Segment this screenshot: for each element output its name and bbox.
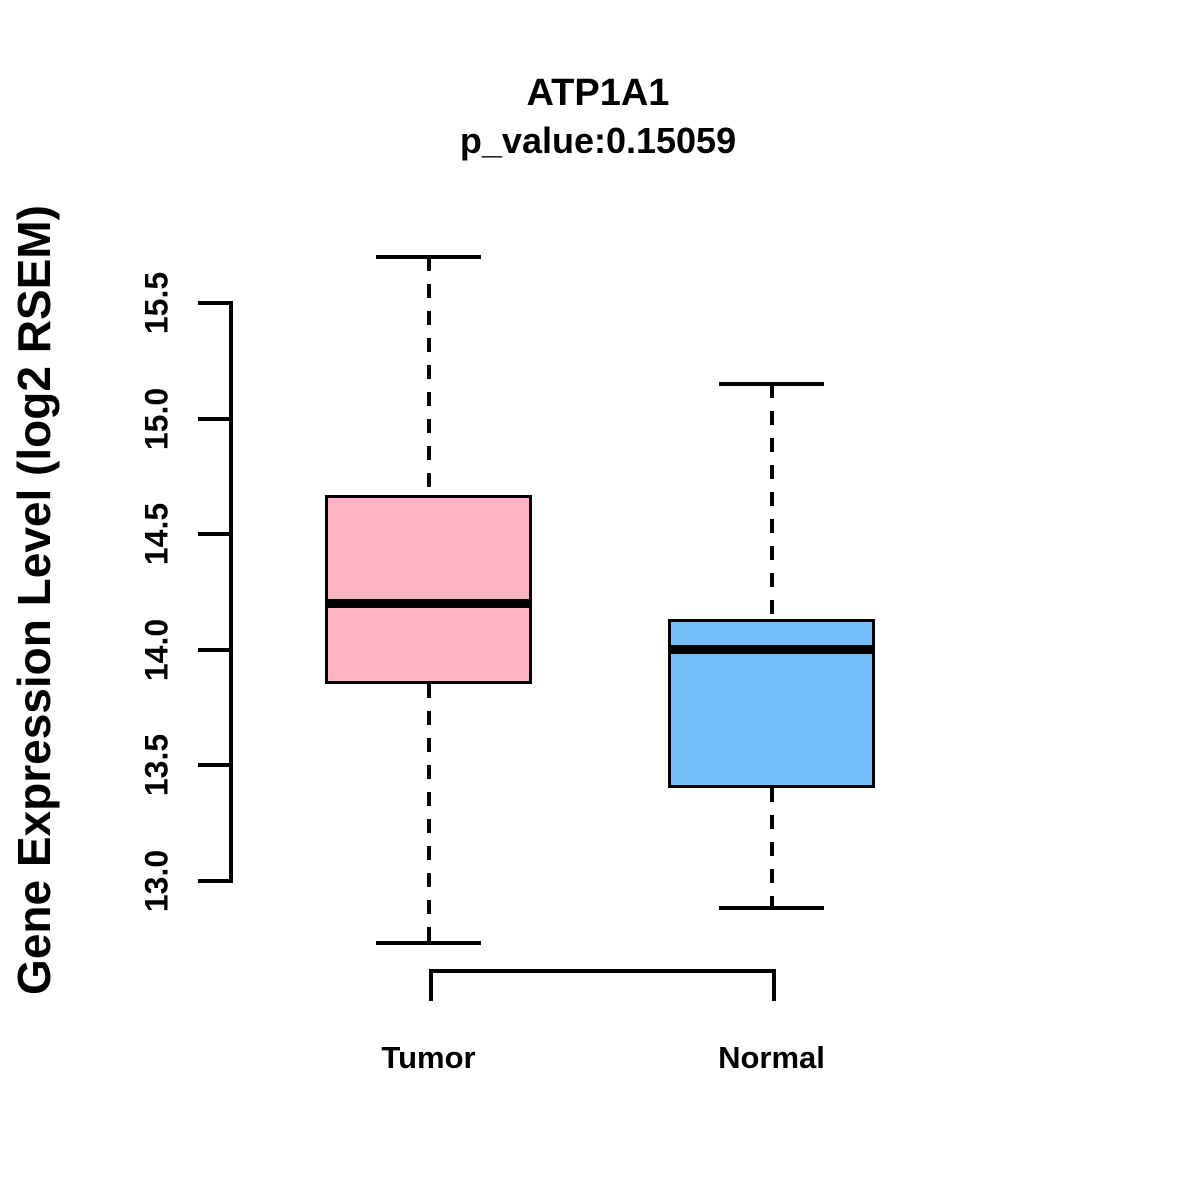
chart-pvalue-subtitle: p_value:0.15059 xyxy=(459,120,737,161)
median-line xyxy=(325,598,532,608)
y-axis-tick xyxy=(198,416,229,421)
x-axis-bracket-tick-right xyxy=(771,969,776,1001)
x-axis-bracket-tick-left xyxy=(428,969,433,1001)
upper-whisker-line xyxy=(769,383,774,620)
y-axis-line xyxy=(229,301,233,883)
y-tick-label: 14.0 xyxy=(138,618,175,681)
y-axis-tick xyxy=(198,532,229,536)
y-axis-tick xyxy=(198,763,229,767)
lower-whisker-cap xyxy=(376,940,481,945)
lower-whisker-line xyxy=(769,788,774,909)
y-tick-label: 14.5 xyxy=(138,502,175,566)
y-tick-label: 15.0 xyxy=(138,387,175,450)
y-tick-label: 13.0 xyxy=(138,849,175,912)
y-axis-tick xyxy=(198,878,229,883)
y-tick-label: 15.5 xyxy=(138,271,175,335)
lower-whisker-cap xyxy=(719,906,824,911)
y-tick-label: 13.5 xyxy=(138,733,175,797)
x-category-label-normal: Normal xyxy=(718,1040,825,1075)
lower-whisker-line xyxy=(426,684,431,943)
y-axis-tick xyxy=(198,301,229,305)
upper-whisker-line xyxy=(426,256,431,495)
box-tumor xyxy=(325,494,532,685)
y-axis-tick xyxy=(198,647,229,652)
y-axis-label: Gene Expression Level (log2 RSEM) xyxy=(8,205,60,995)
chart-title: ATP1A1 xyxy=(526,72,670,114)
x-category-label-tumor: Tumor xyxy=(381,1040,476,1075)
x-axis-bracket xyxy=(428,969,776,973)
upper-whisker-cap xyxy=(719,381,824,386)
median-line xyxy=(668,645,875,654)
upper-whisker-cap xyxy=(376,254,481,259)
